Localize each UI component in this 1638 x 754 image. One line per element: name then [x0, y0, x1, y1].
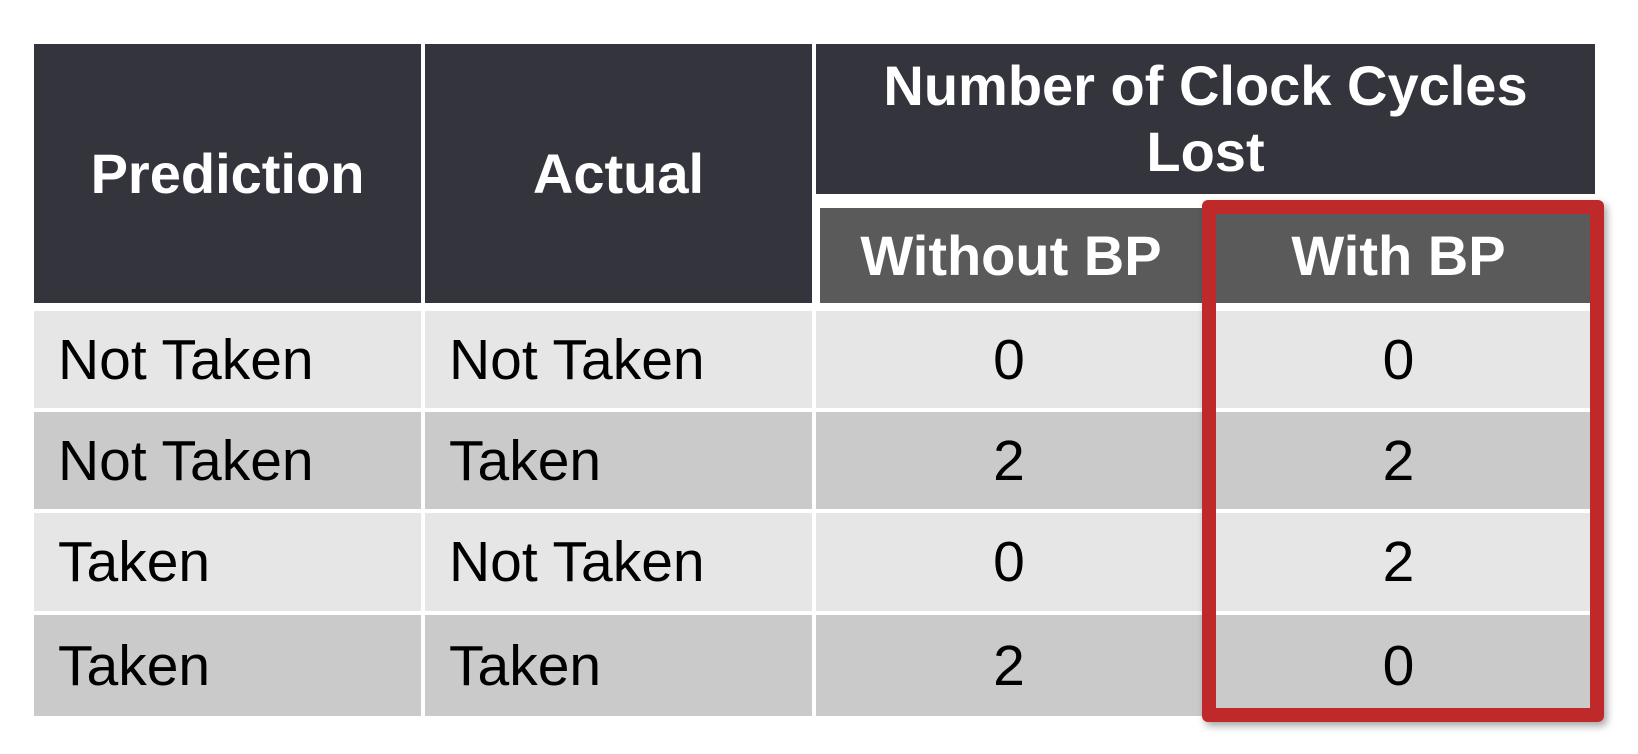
- row-2-prediction-text: Not Taken: [58, 428, 314, 493]
- header-cycles-lost: Number of Clock Cycles Lost: [816, 44, 1595, 194]
- row-4-without-bp-value: 2: [993, 633, 1025, 698]
- row-4-without-bp: 2: [816, 615, 1202, 716]
- row-1-with-bp: 0: [1202, 311, 1595, 408]
- header-actual: Actual: [425, 44, 812, 303]
- row-3-with-bp-value: 2: [1382, 530, 1415, 594]
- row-1-with-bp-value: 0: [1382, 327, 1415, 392]
- header-prediction-label: Prediction: [90, 141, 365, 205]
- row-3-without-bp: 0: [816, 513, 1202, 611]
- row-2-with-bp: 2: [1202, 412, 1595, 509]
- header-without-bp: Without BP: [820, 208, 1202, 303]
- header-separator: [812, 194, 1595, 208]
- row-1-actual-text: Not Taken: [449, 327, 705, 392]
- row-1-prediction-text: Not Taken: [58, 327, 314, 392]
- row-1-actual: Not Taken: [425, 311, 812, 408]
- row-1-without-bp: 0: [816, 311, 1202, 408]
- header-cycles-lost-line1: Number of Clock Cycles: [883, 54, 1528, 117]
- row-3-prediction: Taken: [34, 513, 421, 611]
- row-1-prediction: Not Taken: [34, 311, 421, 408]
- row-3-actual-text: Not Taken: [449, 530, 705, 594]
- row-2-prediction: Not Taken: [34, 412, 421, 509]
- header-prediction: Prediction: [34, 44, 421, 303]
- row-4-prediction: Taken: [34, 615, 421, 716]
- row-1-without-bp-value: 0: [993, 327, 1025, 392]
- header-cycles-lost-line2: Lost: [1146, 120, 1265, 183]
- row-4-with-bp-value: 0: [1382, 633, 1415, 698]
- header-with-bp-label: With BP: [1291, 224, 1506, 287]
- header-actual-label: Actual: [532, 141, 705, 205]
- row-4-with-bp: 0: [1202, 615, 1595, 716]
- row-3-with-bp: 2: [1202, 513, 1595, 611]
- header-without-bp-label: Without BP: [860, 224, 1162, 287]
- row-2-actual: Taken: [425, 412, 812, 509]
- row-2-actual-text: Taken: [449, 428, 602, 493]
- row-2-without-bp-value: 2: [993, 428, 1025, 493]
- header-separator-vertical: [812, 194, 820, 304]
- header-with-bp: With BP: [1202, 208, 1595, 303]
- row-3-actual: Not Taken: [425, 513, 812, 611]
- row-4-actual: Taken: [425, 615, 812, 716]
- row-3-without-bp-value: 0: [993, 530, 1025, 594]
- row-3-prediction-text: Taken: [58, 530, 211, 594]
- row-4-prediction-text: Taken: [58, 633, 211, 698]
- row-2-without-bp: 2: [816, 412, 1202, 509]
- row-4-actual-text: Taken: [449, 633, 602, 698]
- row-2-with-bp-value: 2: [1382, 428, 1415, 493]
